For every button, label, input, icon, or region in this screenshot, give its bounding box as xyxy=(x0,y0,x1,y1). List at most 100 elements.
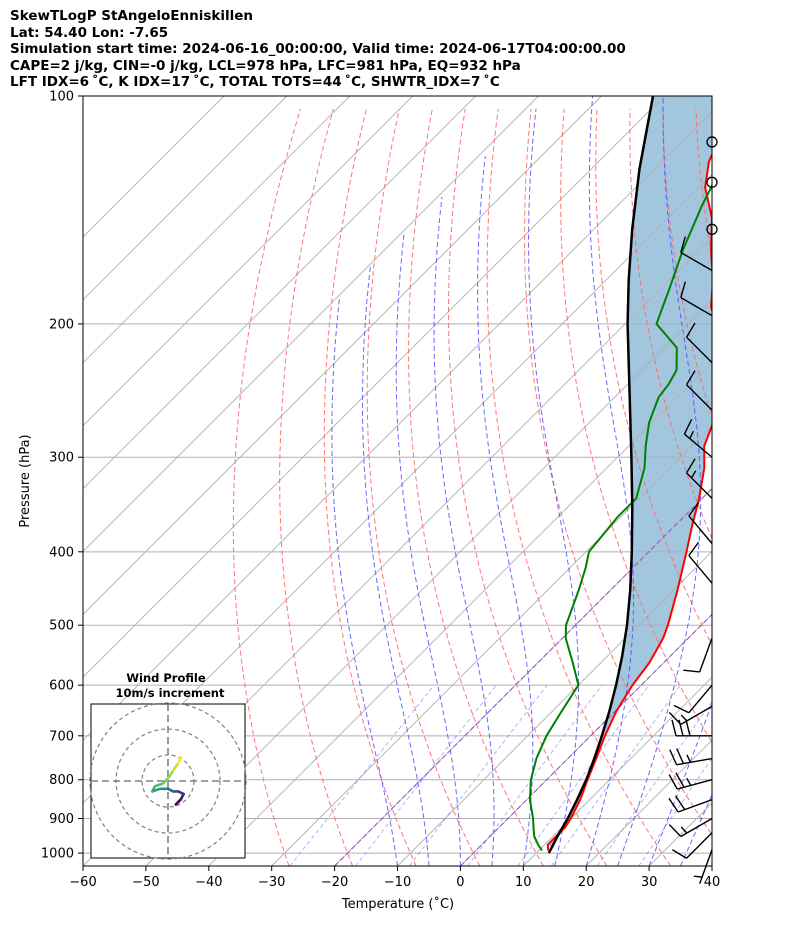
barb-feather xyxy=(668,797,679,813)
barb-shaft xyxy=(677,779,713,790)
mixing-ratio-line xyxy=(550,684,681,866)
barb-feather xyxy=(685,458,696,474)
barb-feather xyxy=(680,826,688,834)
moist-adiabat xyxy=(711,864,712,866)
wind-barb xyxy=(672,832,713,859)
barb-feather xyxy=(683,418,693,435)
y-axis-title: Pressure (hPa) xyxy=(18,434,33,527)
isotherm-line xyxy=(145,299,712,866)
barb-shaft xyxy=(688,555,713,584)
y-tick-label: 500 xyxy=(49,619,74,634)
dry-adiabat xyxy=(279,108,353,866)
barb-shaft xyxy=(680,296,713,317)
wind-barb xyxy=(673,684,713,714)
wind-barb xyxy=(685,322,713,364)
x-tick-label: −40 xyxy=(195,875,222,890)
x-tick-label: −10 xyxy=(384,875,411,890)
hodograph-ring xyxy=(89,702,247,860)
barb-feather xyxy=(685,719,691,736)
dry-adiabat xyxy=(366,108,481,866)
barb-feather xyxy=(676,748,685,764)
barb-feather xyxy=(680,236,687,253)
hodograph-segment xyxy=(177,756,183,765)
moist-adiabat xyxy=(331,296,398,866)
chart-header: SkewTLogP StAngeloEnniskillen Lat: 54.40… xyxy=(10,8,626,91)
moist-adiabat xyxy=(527,108,580,866)
isotherm-line xyxy=(271,425,712,866)
calm-wind-circle xyxy=(706,136,718,148)
x-axis-title: Temperature (˚C) xyxy=(341,896,454,912)
y-tick-label: 700 xyxy=(49,729,74,744)
mixing-ratio-line xyxy=(409,684,548,866)
barb-shaft xyxy=(686,336,713,364)
barb-feather xyxy=(680,714,688,722)
barb-feather xyxy=(668,824,682,837)
moist-adiabat xyxy=(585,96,635,866)
barb-feather xyxy=(669,749,678,766)
isotherm-line xyxy=(522,676,712,866)
barb-feather xyxy=(686,777,692,786)
dry-adiabat xyxy=(323,108,417,866)
barb-feather xyxy=(688,502,700,517)
temperature-line xyxy=(546,152,712,851)
mixing-ratio-line xyxy=(638,757,712,866)
moist-adiabat xyxy=(617,96,702,866)
y-tick-label: 200 xyxy=(49,317,74,332)
x-tick-label: 20 xyxy=(578,875,595,890)
hodograph-segment xyxy=(171,761,180,772)
y-tick-label: 400 xyxy=(49,545,74,560)
wind-barbs xyxy=(668,136,718,884)
isotherm-line xyxy=(334,487,712,866)
barb-shaft xyxy=(680,705,713,725)
isotherm-line xyxy=(397,550,712,866)
dry-adiabat xyxy=(560,108,712,744)
wind-barb xyxy=(688,541,713,584)
barb-shaft xyxy=(699,849,713,884)
barb-shaft xyxy=(686,384,713,411)
calm-wind-circle xyxy=(706,176,718,188)
wind-barb xyxy=(680,236,713,272)
isotherm-line xyxy=(83,96,414,427)
barb-shaft xyxy=(699,637,713,673)
wind-barb xyxy=(683,637,713,673)
hodograph-segment xyxy=(153,782,165,788)
barb-feather xyxy=(683,669,700,673)
x-tick-label: −20 xyxy=(321,875,348,890)
wind-barb xyxy=(683,418,713,458)
highlighted-isotherm xyxy=(460,613,712,866)
stability-indices: LFT IDX=6 ˚C, K IDX=17 ˚C, TOTAL TOTS=44… xyxy=(10,74,500,90)
barb-shaft xyxy=(688,684,713,714)
dry-adiabat xyxy=(523,108,712,836)
dry-adiabat xyxy=(408,108,544,866)
isotherm-line xyxy=(83,96,225,238)
dry-adiabat xyxy=(629,108,712,540)
moist-adiabat xyxy=(680,793,712,866)
barb-feather xyxy=(685,370,696,386)
y-tick-label: 900 xyxy=(49,812,74,827)
isotherm-line xyxy=(83,96,476,490)
barb-feather xyxy=(673,704,690,714)
barb-shaft xyxy=(680,817,713,838)
y-tick-label: 1000 xyxy=(41,847,74,862)
barb-feather xyxy=(685,322,696,338)
mixing-ratio-line xyxy=(289,684,435,866)
mixing-ratio-line xyxy=(517,684,650,866)
barb-feather xyxy=(674,795,686,810)
barb-shaft xyxy=(688,515,713,544)
dry-adiabat xyxy=(729,109,794,866)
wind-barb xyxy=(706,136,718,148)
isotherm-line xyxy=(208,362,712,866)
parcel-line xyxy=(547,96,655,854)
barb-shaft xyxy=(683,433,713,458)
x-tick-label: −60 xyxy=(69,875,96,890)
barb-feather xyxy=(668,712,682,725)
barb-feather xyxy=(693,875,703,878)
y-tick-label: 800 xyxy=(49,773,74,788)
mixing-ratio-line xyxy=(467,684,603,866)
moist-adiabat xyxy=(477,155,534,866)
isotherm-line xyxy=(83,96,602,616)
hodograph-segment xyxy=(166,769,175,780)
dry-adiabat xyxy=(486,108,672,866)
barb-feather xyxy=(672,849,687,859)
wind-barb xyxy=(693,849,713,884)
